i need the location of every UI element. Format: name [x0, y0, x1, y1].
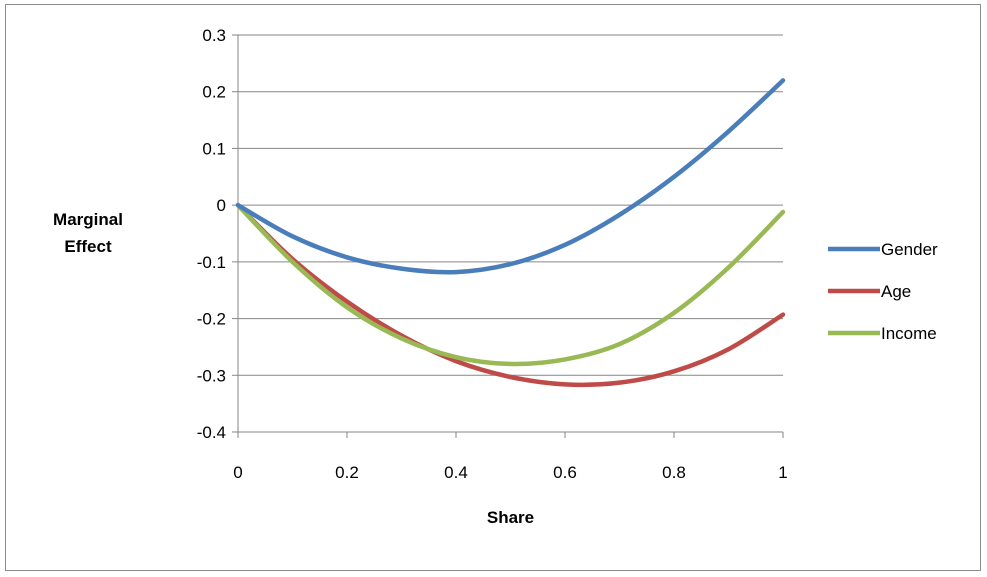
x-tick-label: 0.4 [444, 463, 468, 482]
y-tick-label: -0.1 [197, 253, 226, 272]
x-tick-label: 0.2 [335, 463, 359, 482]
legend-label-income: Income [881, 324, 937, 343]
line-chart: Gender Age Income 0.3 0.2 0.1 0 -0.1 -0.2 -0.3 -0… [53, 26, 938, 527]
x-axis-title: Share [487, 508, 534, 527]
y-tick-label: -0.3 [197, 366, 226, 385]
y-tick-label: -0.2 [197, 310, 226, 329]
y-tick-label: 0.3 [202, 26, 226, 45]
series-line-age [235, 202, 786, 388]
y-tick-label: 0.1 [202, 139, 226, 158]
y-tick-label: -0.4 [197, 423, 226, 442]
y-tick-label: 0.2 [202, 83, 226, 102]
y-axis-title-line: Marginal [53, 210, 123, 229]
x-tick-label: 1 [778, 463, 787, 482]
y-axis-title-line: Effect [64, 237, 112, 256]
x-tick-label: 0 [233, 463, 242, 482]
legend-label-gender: Gender [881, 240, 938, 259]
chart-area: Gender Age Income 0.3 0.2 0.1 0 -0.1 -0.2 -0.3 -0… [5, 4, 981, 571]
series-line-income [235, 202, 786, 367]
legend-label-age: Age [881, 282, 911, 301]
y-tick-label: 0 [217, 196, 226, 215]
x-tick-label: 0.6 [553, 463, 577, 482]
series-line-gender [235, 78, 786, 275]
x-tick-label: 0.8 [662, 463, 686, 482]
